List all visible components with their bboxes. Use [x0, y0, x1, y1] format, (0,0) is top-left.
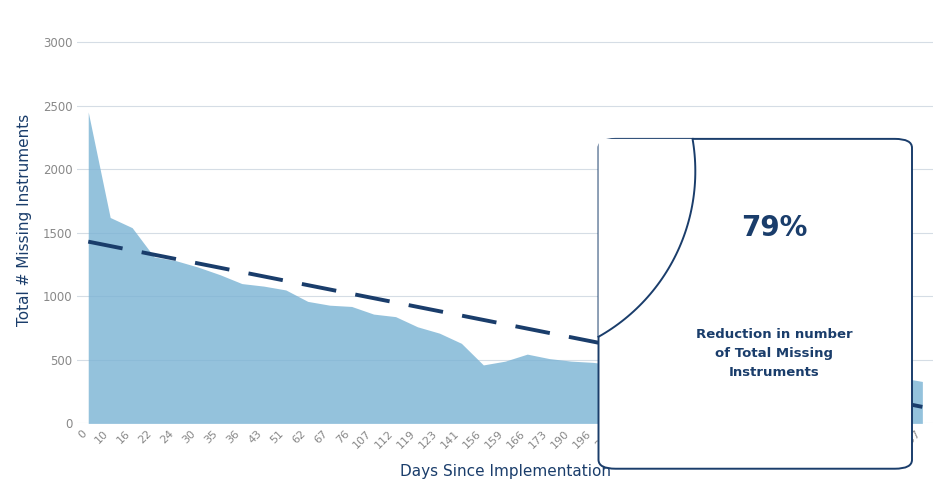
FancyBboxPatch shape [598, 139, 912, 469]
Y-axis label: Total # Missing Instruments: Total # Missing Instruments [17, 114, 31, 326]
X-axis label: Days Since Implementation: Days Since Implementation [400, 464, 611, 479]
Text: 79%: 79% [741, 214, 808, 242]
Polygon shape [598, 139, 695, 337]
Text: Reduction in number
of Total Missing
Instruments: Reduction in number of Total Missing Ins… [696, 328, 852, 379]
